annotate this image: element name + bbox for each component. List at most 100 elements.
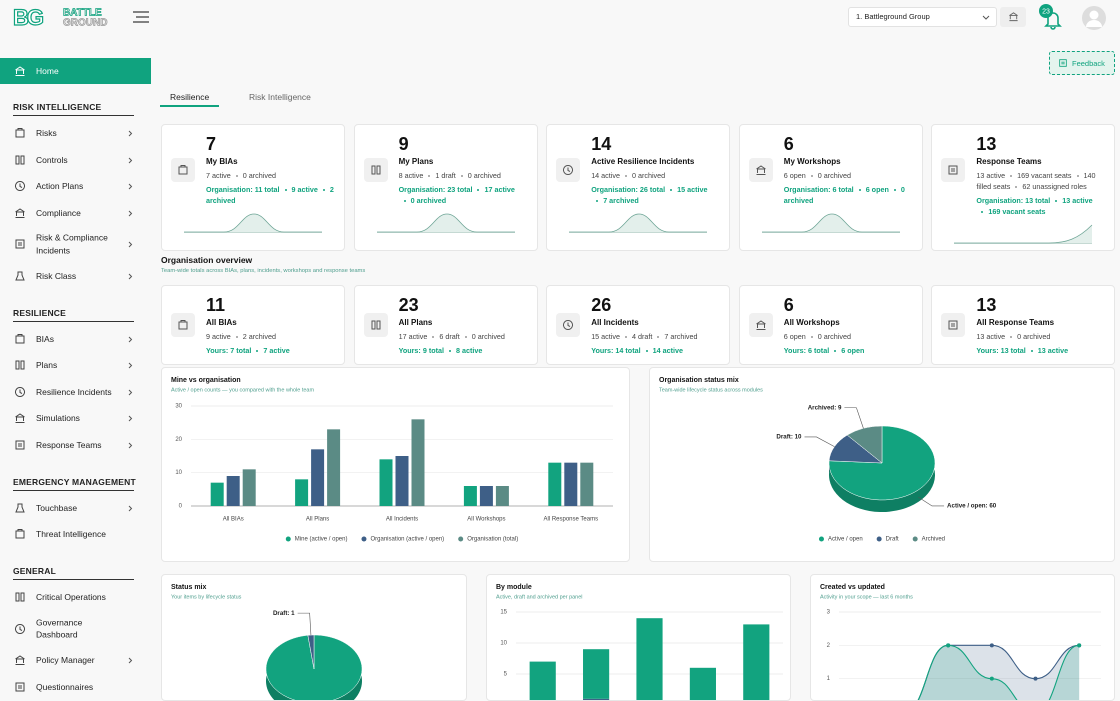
section-title: RESILIENCE (13, 307, 67, 318)
nav-item[interactable]: Policy Manager (0, 647, 151, 673)
bar (295, 479, 309, 506)
tab[interactable]: Risk Intelligence (249, 92, 311, 102)
card-organisation-item: 169 vacant seats (988, 207, 1046, 216)
tab[interactable]: Resilience (170, 92, 210, 102)
nav-item[interactable]: Touchbase (0, 495, 151, 521)
icon-glyph (15, 181, 25, 191)
nav-item[interactable]: Critical Operations (0, 584, 151, 610)
card-title: All Incidents (591, 318, 639, 327)
menu-toggle[interactable] (133, 11, 149, 25)
nav-item[interactable]: Questionnaires (0, 674, 151, 700)
nav-item[interactable]: Risk & Compliance Incidents (0, 231, 151, 257)
nav-item[interactable]: Response Teams (0, 432, 151, 458)
chart-card: Created vs updated Activity in your scope… (810, 574, 1115, 701)
card-title: All Workshops (783, 318, 840, 327)
avatar-head (1089, 10, 1099, 20)
home-link[interactable]: Home (0, 58, 151, 84)
card-icon (941, 313, 966, 337)
nav-label: Plans (36, 359, 58, 370)
nav-item[interactable]: BIAs (0, 326, 151, 352)
icon-glyph (15, 682, 25, 691)
nav-label: Controls (36, 154, 68, 165)
card-yours: Yours: 13 total 13 active (976, 345, 1104, 356)
icon (563, 165, 574, 175)
card-stats-item: 4 draft (631, 332, 653, 341)
chart-subtitle: Your items by lifecycle status (171, 594, 242, 600)
separator-dot (1076, 175, 1079, 178)
card-count: 6 (783, 134, 794, 154)
nav-label: Compliance (36, 207, 81, 218)
avatar[interactable] (1081, 5, 1107, 31)
bar (689, 667, 716, 700)
icon-glyph (948, 165, 958, 175)
nav-label: Resilience Incidents (36, 386, 112, 397)
icon (178, 165, 188, 175)
section-rule (13, 320, 134, 322)
nav-item[interactable]: Risk Class (0, 263, 151, 289)
chart-title: Mine vs organisation (171, 377, 241, 384)
separator-dot (657, 336, 660, 339)
card-yours-item: 6 open (841, 346, 865, 355)
icon-glyph (1009, 12, 1018, 22)
sparkline-line (376, 213, 515, 233)
nav-label: Governance Dashboard (36, 617, 83, 640)
icon-glyph (15, 333, 25, 343)
icon (178, 320, 188, 330)
nav-item[interactable]: Controls (0, 147, 151, 173)
icon (756, 320, 766, 330)
legend-swatch (912, 536, 918, 542)
nav-item[interactable]: Threat Intelligence (0, 521, 151, 547)
separator-dot (322, 189, 325, 192)
nav-item[interactable]: Action Plans (0, 173, 151, 199)
bar (463, 486, 477, 506)
nav-label: Questionnaires (36, 681, 94, 692)
legend-label: Archived (922, 537, 945, 543)
users-button[interactable] (1000, 7, 1026, 27)
line (917, 644, 1080, 700)
icon-glyph (15, 655, 25, 665)
chevron-glyph (128, 157, 133, 163)
icon (15, 440, 25, 449)
chart-title: By module (496, 584, 532, 591)
card-stats: 6 open 0 archived (784, 170, 912, 181)
card-stats-item: 0 archived (467, 171, 501, 180)
separator-dot (834, 350, 837, 353)
icon-glyph (563, 320, 574, 330)
card-yours-item: Yours: 14 total (591, 346, 641, 355)
sparkline-area (761, 214, 900, 232)
card-stats-item: 8 active (398, 171, 424, 180)
card-organisation: Organisation: 13 total 13 active 169 vacan… (976, 195, 1104, 217)
card-organisation-item: 2 archived (206, 185, 334, 205)
card-icon (941, 158, 966, 182)
nav-chevron (128, 183, 133, 190)
card-organisation-item: Organisation: 11 total (206, 185, 280, 194)
icon (15, 413, 25, 423)
separator-dot (645, 350, 648, 353)
nav-item[interactable]: Resilience Incidents (0, 379, 151, 405)
summary-card: 13 All Response Teams 13 active 0 archived Y… (931, 285, 1116, 365)
card-organisation-item: Organisation: 26 total (591, 185, 666, 194)
card-text: 6 All Workshops 6 open 0 archived Yours: 6 t… (784, 295, 912, 356)
nav-item[interactable]: Simulations (0, 405, 151, 431)
separator-dot (477, 189, 480, 192)
nav-item[interactable]: Plans (0, 352, 151, 378)
notifications[interactable]: 23 (1036, 3, 1066, 31)
section-rule (13, 489, 134, 491)
card-stats: 14 active 0 archived (591, 170, 719, 181)
separator-dot (235, 175, 238, 178)
pie-slice (846, 425, 883, 464)
group-select[interactable]: 1. Battleground Group (848, 7, 997, 27)
group-select-value: 1. Battleground Group (856, 12, 930, 21)
nav-item[interactable]: Governance Dashboard (0, 616, 151, 642)
nav-item[interactable]: Compliance (0, 200, 151, 226)
feedback-button[interactable]: Feedback (1049, 51, 1115, 75)
nav-chevron (128, 415, 133, 422)
point (989, 676, 994, 681)
section-rule (13, 579, 134, 580)
card-count: 7 (206, 134, 217, 154)
card-stats-item: 0 archived (631, 171, 666, 180)
nav-item[interactable]: Risks (0, 120, 151, 146)
chart-title: Created vs updated (820, 584, 885, 591)
card-icon (363, 158, 388, 182)
card-organisation-item: 9 active (291, 185, 318, 194)
